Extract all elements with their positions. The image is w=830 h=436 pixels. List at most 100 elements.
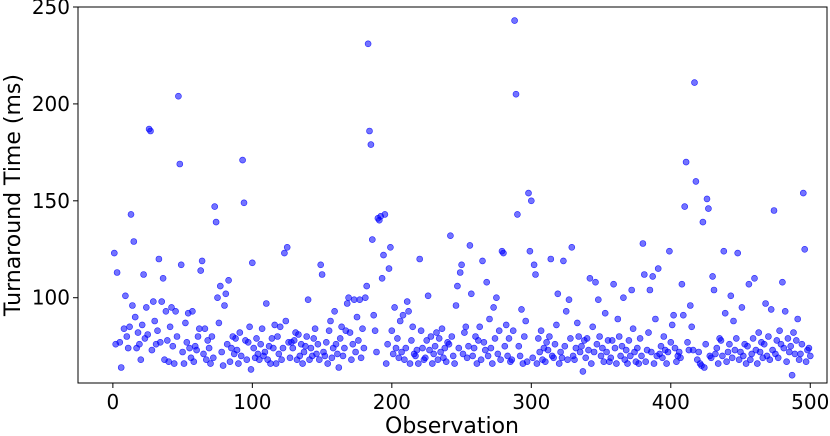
data-point [426, 346, 433, 354]
y-tick-label: 200 [32, 92, 70, 116]
data-point [567, 335, 574, 342]
data-point [175, 92, 182, 100]
data-point [211, 203, 218, 210]
data-point [113, 269, 121, 276]
data-point [615, 333, 623, 340]
data-point [699, 218, 707, 226]
data-point [597, 352, 605, 360]
data-point [332, 340, 340, 348]
data-point [335, 364, 343, 371]
data-point [406, 360, 414, 367]
data-point [709, 273, 716, 280]
data-point [654, 265, 662, 272]
data-point [702, 340, 710, 348]
data-point [564, 356, 571, 364]
data-point [639, 240, 647, 247]
data-point [255, 356, 263, 364]
data-point [217, 282, 224, 290]
data-point [551, 340, 559, 348]
data-point [582, 354, 590, 362]
data-point [557, 348, 564, 356]
data-point [356, 296, 364, 304]
data-point [311, 325, 319, 333]
data-point [339, 352, 347, 360]
data-point [603, 348, 610, 356]
data-point [707, 354, 715, 362]
data-point [257, 340, 265, 348]
data-point [784, 335, 792, 342]
data-point [322, 338, 330, 346]
data-point [193, 346, 200, 354]
data-point [610, 280, 617, 288]
data-point [261, 348, 269, 356]
data-point [536, 348, 544, 356]
x-axis-label: Observation [385, 414, 519, 436]
data-point [480, 338, 488, 346]
data-point [166, 323, 174, 331]
data-point [532, 271, 539, 278]
data-point [303, 333, 311, 340]
x-tick-label: 200 [373, 390, 411, 414]
data-point [413, 346, 421, 354]
data-point [462, 323, 470, 331]
data-point [783, 358, 790, 366]
data-point [275, 350, 283, 358]
data-point [703, 195, 711, 203]
data-point [502, 321, 510, 329]
data-point [117, 364, 125, 371]
data-point [787, 342, 795, 350]
data-point [745, 280, 753, 288]
data-point [717, 337, 725, 344]
data-point [487, 344, 495, 352]
data-point [647, 348, 655, 356]
data-point [760, 340, 768, 348]
data-point [459, 350, 467, 358]
data-point [402, 344, 410, 352]
data-point [338, 323, 345, 331]
data-point [278, 356, 285, 364]
data-point [451, 360, 458, 367]
data-point [700, 364, 708, 371]
x-tick-label: 500 [791, 390, 829, 414]
x-tick-label: 0 [107, 390, 120, 414]
data-point [575, 333, 583, 340]
data-point [165, 358, 172, 366]
data-point [608, 337, 616, 344]
data-point [281, 249, 288, 257]
data-point [370, 311, 378, 319]
data-point [271, 321, 279, 329]
data-point [430, 350, 438, 358]
data-point [186, 344, 193, 352]
data-point [458, 261, 465, 269]
data-point [467, 290, 475, 298]
x-tick-label: 100 [233, 390, 271, 414]
data-point [734, 249, 742, 257]
data-point [511, 17, 518, 24]
data-point [671, 344, 679, 352]
data-point [205, 344, 213, 352]
data-point [774, 354, 782, 362]
data-point [626, 352, 634, 360]
data-point [749, 335, 757, 342]
data-point [541, 358, 549, 366]
data-point [221, 302, 228, 309]
data-point [529, 354, 537, 362]
data-point [360, 344, 368, 352]
data-point [515, 342, 523, 350]
data-point [791, 350, 799, 358]
data-point [315, 356, 323, 364]
data-point [237, 352, 245, 360]
data-point [512, 90, 520, 98]
data-point [182, 319, 189, 327]
data-point [766, 356, 774, 364]
data-point [670, 311, 677, 319]
data-point [473, 360, 481, 367]
data-point [785, 348, 793, 356]
y-axis-ticks: 100 150 200 250 [32, 0, 78, 310]
data-point [144, 331, 151, 338]
data-point [573, 319, 581, 327]
data-point [267, 360, 274, 367]
data-point [613, 360, 620, 367]
data-point [447, 232, 454, 239]
